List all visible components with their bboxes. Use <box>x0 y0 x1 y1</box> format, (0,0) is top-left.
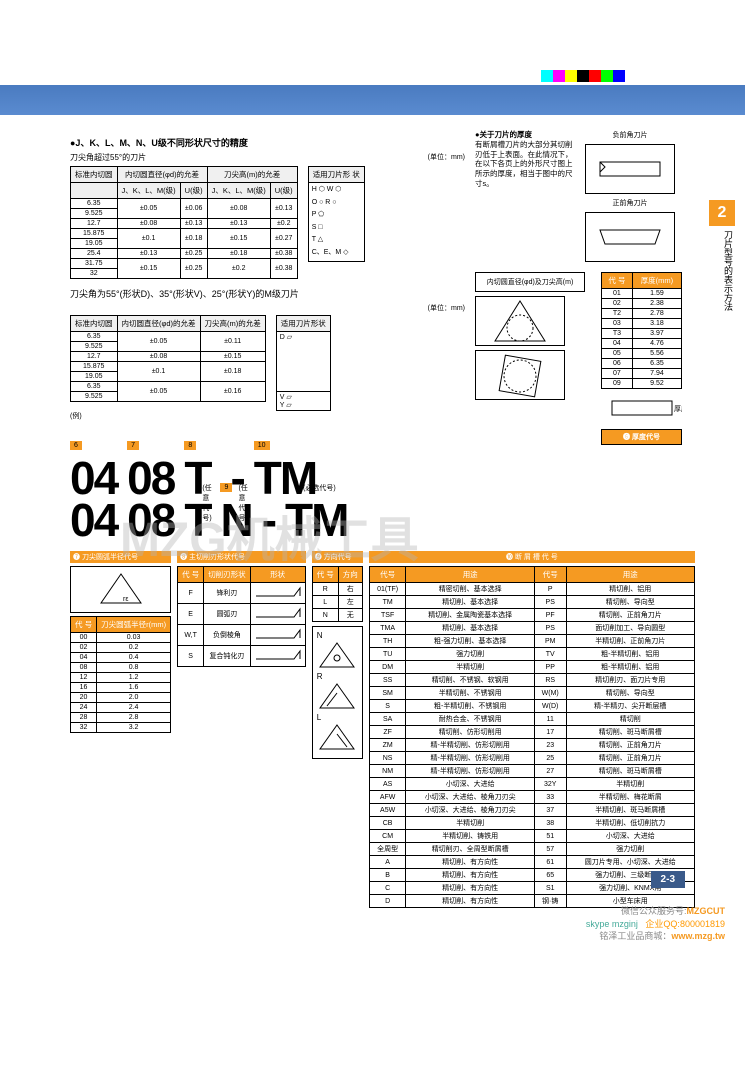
svg-text:rε: rε <box>123 596 128 603</box>
footnote-label: (例) <box>70 411 465 421</box>
shape-ref-2: 适用刀片形状 D ▱ V ▱Y ▱ <box>276 315 331 411</box>
table-precision-over55: 标准内切圆内切圆直径(φd)的允差刀尖高(m)的允差 J、K、L、M(级)U(级… <box>70 166 298 279</box>
thickness-note: ●关于刀片的厚度 有断屑槽刀片的大部分其切削刃低于上表面。在此情况下，在以下各页… <box>475 130 575 189</box>
t8-title: ❽ 主切削刃形状代号 <box>177 551 306 563</box>
section1-title: ●J、K、L、M、N、U级不同形状尺寸的精度 <box>70 136 465 149</box>
t9-title: ❾ 方向代号 <box>312 551 363 563</box>
thickness-table: 代 号厚度(mm) 011.59022.38T22.78033.18T33.97… <box>601 272 682 445</box>
t8-table: 代 号切削刃形状形状 F锋利刃E圆弧刃W,T负倒棱角S复合钝化刃 <box>177 566 306 667</box>
footer-contact: 微信公众服务号:MZGCUT skype mzginj 企业QQ:8000018… <box>586 905 725 943</box>
pos-rake-diagram <box>585 212 675 262</box>
nose-radius-diagram: rε <box>70 566 171 613</box>
neg-rake-label: 负前角刀片 <box>585 130 675 140</box>
section2-title: 刀尖角为55°(形状D)、35°(形状V)、25°(形状Y)的M级刀片 <box>70 287 465 300</box>
triangle-diagram <box>475 296 565 346</box>
page-number: 2-3 <box>651 871 685 888</box>
pos-rake-label: 正前角刀片 <box>585 198 675 208</box>
section1-sub: 刀尖角超过55°的刀片 <box>70 152 146 163</box>
t10-table: 代号用途代号用途 01(TF)精密切削、基本选择P精切削、铝用TM精切削、基本选… <box>369 566 695 908</box>
table-precision-55: 标准内切圆内切圆直径(φd)的允差刀尖高(m)的允差 6.35±0.05±0.1… <box>70 315 266 402</box>
direction-diagrams: N R L <box>312 626 363 759</box>
svg-text:厚度: 厚度 <box>674 404 682 413</box>
section2-unit: (单位：mm) <box>70 303 465 313</box>
t9-table: 代 号方向 R右L左N无 <box>312 566 363 622</box>
neg-rake-diagram <box>585 144 675 194</box>
code-line-2: 04 08 T(任意代号) 9N(任意代号) - TM(必选代号) <box>70 497 695 543</box>
t10-title: ❿ 断 屑 槽 代 号 <box>369 551 695 563</box>
shape-ref-1: 适用刀片形 状 H ⬡ W ⬡O ○ R ○P ⬠S □T △C、E、M ◇ <box>308 166 365 262</box>
t7-title: ❼ 刀尖圆弧半径代号 <box>70 551 171 563</box>
thickness-side-diagram: 厚度 <box>602 393 682 423</box>
square-diagram <box>475 350 565 400</box>
t7-table: 代 号刀尖圆弧半径r(mm) 000.03020.2040.4080.8121.… <box>70 616 171 733</box>
inscribed-circle-label: 内切圆直径(φd)及刀尖高(m) <box>475 272 585 292</box>
section1-unit: (单位：mm) <box>156 152 465 162</box>
